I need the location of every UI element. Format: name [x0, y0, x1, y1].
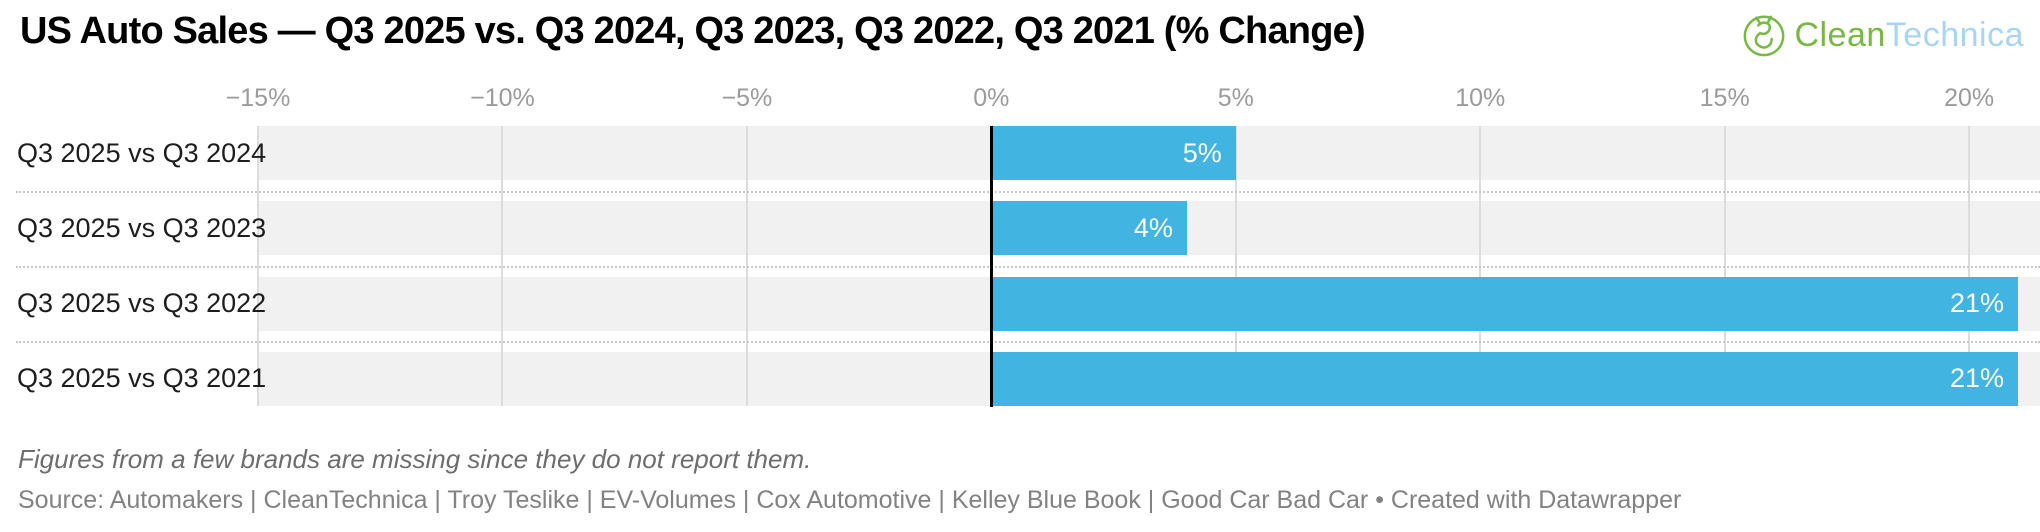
logo-text-clean: Clean	[1794, 15, 1886, 54]
axis-tick-label: −5%	[721, 84, 773, 112]
axis-tick-label: 10%	[1455, 84, 1506, 112]
row-label: Q3 2025 vs Q3 2023	[17, 212, 267, 243]
bar-value-label: 21%	[1949, 288, 2004, 319]
bar[interactable]	[991, 201, 1187, 256]
bar[interactable]	[991, 126, 1236, 180]
chart-title: US Auto Sales — Q3 2025 vs. Q3 2024, Q3 …	[20, 10, 1366, 52]
chart-note: Figures from a few brands are missing si…	[18, 444, 812, 474]
axis-tick-label: 15%	[1699, 84, 1750, 112]
row-separator	[16, 190, 2040, 193]
row-label: Q3 2025 vs Q3 2021	[17, 363, 267, 394]
bar[interactable]	[991, 276, 2018, 331]
logo-text-technica: Technica	[1885, 15, 2024, 54]
cleantechnica-icon	[1741, 12, 1787, 58]
axis-tick-label: 20%	[1944, 84, 1995, 112]
axis-tick-label: −10%	[470, 84, 535, 112]
axis-tick-label: 0%	[973, 84, 1010, 112]
bar-chart: 5% Q3 2025 vs Q3 2024 4% Q3 2025 vs Q3 2023…	[16, 84, 2040, 407]
row-label: Q3 2025 vs Q3 2024	[17, 137, 267, 168]
axis-tick-label: −15%	[225, 84, 291, 112]
bar[interactable]	[991, 351, 2018, 406]
axis-tick-label: 5%	[1217, 84, 1254, 112]
row-separator	[16, 341, 2040, 344]
row-separator	[16, 265, 2040, 268]
bar-value-label: 5%	[1182, 137, 1222, 168]
bar-value-label: 21%	[1949, 363, 2004, 394]
cleantechnica-logo[interactable]: CleanTechnica	[1741, 12, 2024, 58]
bar-value-label: 4%	[1133, 212, 1173, 243]
zero-axis-line	[989, 126, 993, 407]
row-label: Q3 2025 vs Q3 2022	[17, 288, 267, 319]
chart-source: Source: Automakers | CleanTechnica | Tro…	[18, 486, 1682, 514]
